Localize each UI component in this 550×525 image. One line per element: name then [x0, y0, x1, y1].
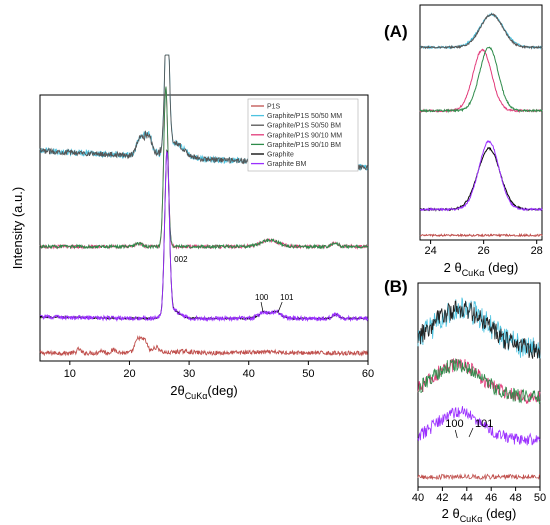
inset-a-series-p1s: [419, 232, 543, 238]
legend-entry-graphite-p1s-50-50-mm: Graphite/P1S 50/50 MM: [267, 113, 342, 120]
main-x-tick-label: 60: [362, 368, 374, 380]
main-chart: 10 20 30 40 50 60 002 100 101 P1S Graphite/P1S 5…: [10, 54, 374, 401]
legend-entry-graphite-bm: Graphite BM: [267, 161, 306, 168]
inset-b-x-tick-label: 40: [412, 492, 424, 504]
main-y-axis-title: Intensity (a.u.): [10, 187, 25, 269]
legend-entry-graphite-p1s-90-10-bm: Graphite/P1S 90/10 BM: [267, 142, 341, 149]
inset-a-x-tick-label: 26: [478, 245, 490, 257]
inset-b-chart: (B) 40 42 44 46 48 50 100 101 2 θCuKα (deg): [384, 277, 546, 524]
inset-a-plot-frame: [419, 4, 543, 241]
inset-a-series-group: [419, 12, 543, 238]
inset-a-x-ticks: 24 26 28: [424, 240, 543, 257]
main-plot-frame: [39, 94, 369, 362]
inset-b-annotation-100-leader: [454, 429, 458, 439]
inset-b-series-graphite-bm: [417, 406, 541, 446]
inset-b-series-graphite-p1s-50-50-bm: [417, 300, 541, 359]
main-annotation-101-leader: [277, 301, 283, 313]
inset-b-x-axis-title: 2 θCuKα (deg): [442, 506, 517, 524]
main-series-p1s: [39, 335, 368, 357]
legend-box: [247, 98, 359, 172]
inset-b-x-tick-label: 46: [485, 492, 497, 504]
main-x-tick-label: 30: [183, 368, 195, 380]
inset-a-series-graphite-p1s-90-10-mm: [419, 48, 543, 114]
main-annotation-002: 002: [174, 255, 188, 264]
inset-b-x-ticks: 40 42 44 46 48 50: [412, 487, 546, 504]
inset-a-series-graphite-p1s-50-50-mm: [420, 12, 543, 50]
inset-b-plot-frame: [417, 282, 541, 488]
inset-a-series-graphite-p1s-90-10-bm: [419, 46, 543, 114]
inset-b-label: (B): [384, 277, 408, 296]
inset-b-annotation-100: 100: [445, 418, 463, 430]
inset-b-x-tick-label: 42: [436, 492, 448, 504]
main-x-tick-label: 10: [64, 368, 76, 380]
inset-b-series-graphite-p1s-90-10-bm: [417, 358, 541, 405]
main-series-graphite-bm: [39, 151, 369, 323]
legend: P1S Graphite/P1S 50/50 MM Graphite/P1S 50/…: [247, 98, 359, 172]
legend-entry-graphite-p1s-50-50-bm: Graphite/P1S 50/50 BM: [267, 123, 341, 130]
inset-b-annotations: 100 101: [445, 418, 493, 439]
inset-b-x-tick-label: 50: [534, 492, 546, 504]
legend-entry-p1s: P1S: [267, 104, 281, 111]
inset-a-label: (A): [384, 22, 408, 41]
main-annotations: 002 100 101: [174, 255, 294, 313]
main-series-graphite-p1s-90-10-bm: [39, 86, 369, 250]
inset-b-series-group: [417, 297, 541, 481]
legend-entry-graphite-p1s-90-10-mm: Graphite/P1S 90/10 MM: [267, 132, 342, 139]
inset-a-series-graphite-p1s-50-50-bm: [419, 13, 543, 50]
inset-b-x-tick-label: 44: [461, 492, 473, 504]
main-annotation-101: 101: [280, 293, 294, 302]
legend-entry-graphite: Graphite: [267, 152, 294, 159]
main-x-tick-label: 50: [302, 368, 314, 380]
inset-a-chart: (A) 24 26 28 2 θCuKα (deg): [384, 4, 543, 278]
inset-a-x-axis-title: 2 θCuKα (deg): [444, 260, 519, 278]
inset-b-series-graphite-p1s-50-50-mm: [417, 297, 541, 359]
inset-b-annotation-101: 101: [475, 418, 493, 430]
main-series-graphite: [39, 149, 368, 321]
main-x-tick-label: 40: [243, 368, 255, 380]
inset-b-annotation-101-leader: [468, 427, 474, 438]
inset-b-series-p1s: [417, 473, 541, 481]
main-x-axis-title: 2θCuKα(deg): [170, 383, 238, 401]
main-x-tick-label: 20: [123, 368, 135, 380]
main-annotation-100-leader: [260, 301, 264, 313]
inset-b-x-tick-label: 48: [509, 492, 521, 504]
inset-a-series-graphite-bm: [420, 140, 543, 212]
main-annotation-100: 100: [255, 293, 269, 302]
main-x-ticks: 10 20 30 40 50 60: [64, 361, 374, 380]
inset-a-x-tick-label: 24: [424, 245, 436, 257]
inset-a-x-tick-label: 28: [531, 245, 543, 257]
